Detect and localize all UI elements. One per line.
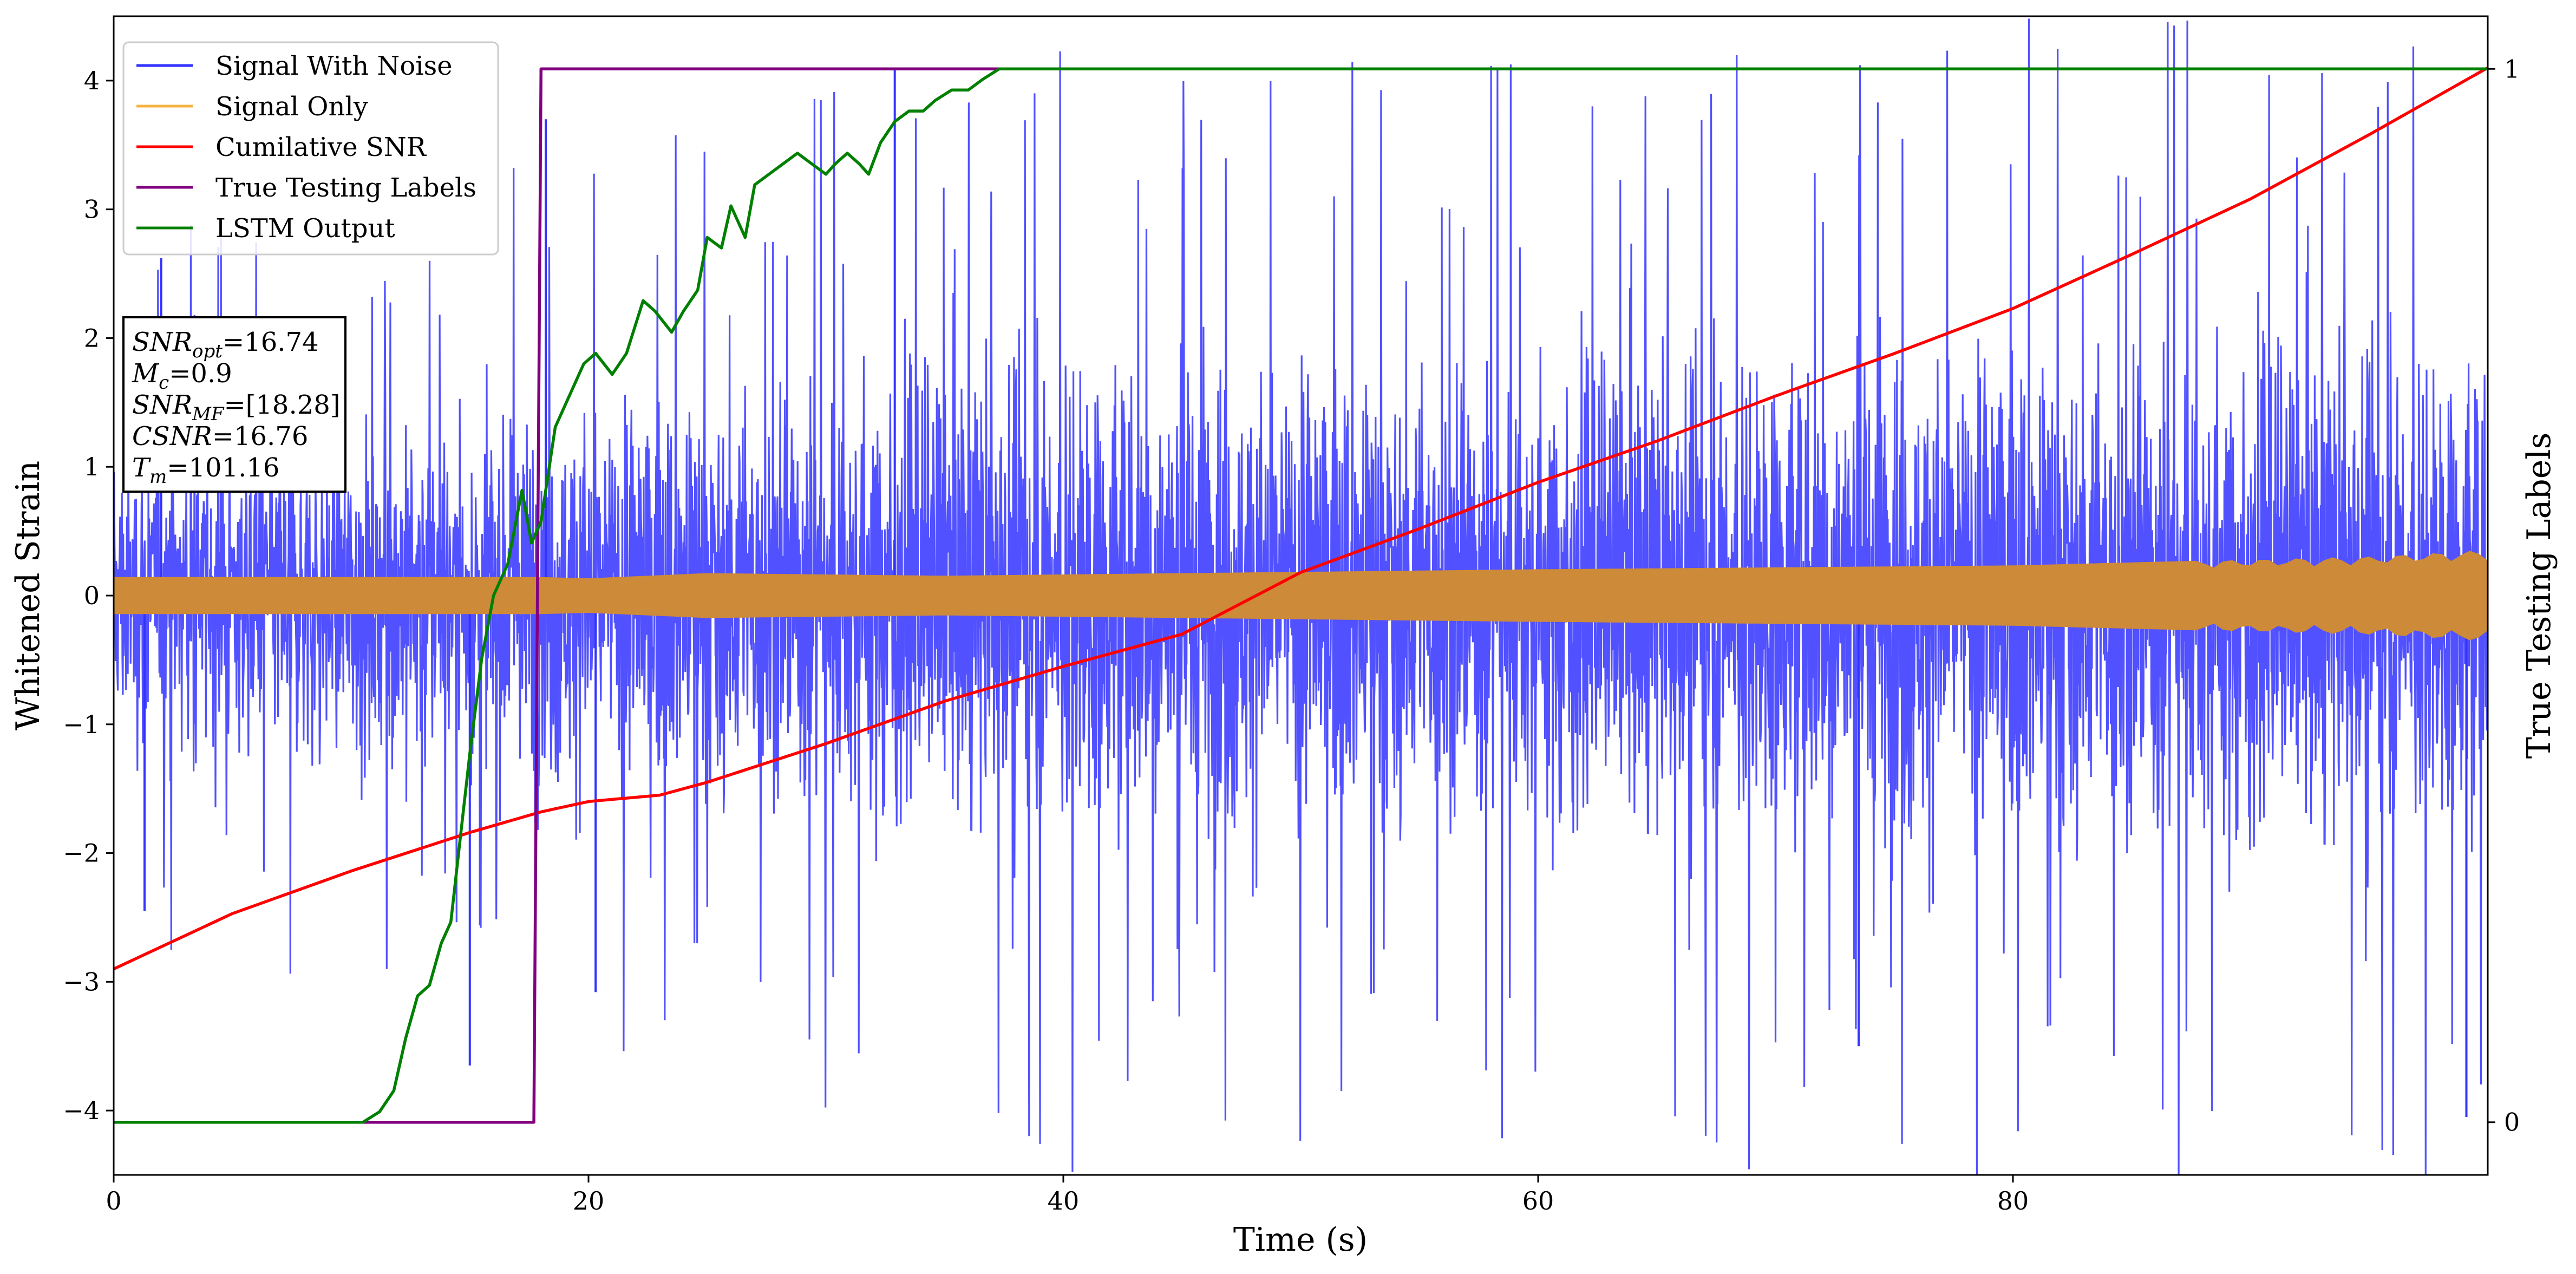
legend-box — [122, 41, 499, 256]
legend-label: LSTM Output — [215, 213, 395, 244]
series-cumulative-snr — [114, 66, 2488, 971]
x-tick-label: 80 — [1997, 1186, 2029, 1216]
y-tick-label: 3 — [84, 195, 100, 224]
y2-tick-label: 1 — [2504, 54, 2520, 83]
y-tick-label: 0 — [84, 581, 100, 610]
info-line-snr-mf: SNRMF=[18.28] — [132, 390, 341, 425]
y-tick-label: −2 — [63, 839, 100, 868]
info-box: SNRopt=16.74 Mc=0.9 SNRMF=[18.28] CSNR=1… — [122, 316, 346, 493]
legend: Signal With Noise Signal Only Cumilative… — [122, 41, 499, 256]
legend-label: Cumilative SNR — [215, 132, 427, 162]
x-tick-label: 20 — [573, 1186, 605, 1216]
x-tick-label: 0 — [106, 1186, 121, 1216]
y2-tick-label: 0 — [2504, 1108, 2520, 1137]
info-line-csnr: CSNR=16.76 — [132, 421, 308, 452]
series-lstm-output — [114, 67, 2488, 1124]
legend-label: Signal With Noise — [215, 51, 453, 81]
plot-series — [114, 18, 2488, 1175]
y-tick-label: −3 — [63, 967, 100, 996]
y-tick-label: 2 — [84, 323, 100, 352]
info-box-frame — [122, 316, 346, 493]
legend-label: Signal Only — [215, 92, 368, 122]
legend-label: True Testing Labels — [215, 173, 476, 203]
y2-axis-label: True Testing Labels — [2520, 433, 2558, 759]
info-line-snr-opt: SNRopt=16.74 — [132, 327, 319, 362]
series-signal-only — [114, 551, 2488, 641]
x-tick-label: 40 — [1048, 1186, 1080, 1216]
y-tick-label: −4 — [63, 1096, 100, 1125]
x-axis-label: Time (s) — [1233, 1221, 1368, 1259]
info-line-tm: Tm=101.16 — [132, 453, 279, 488]
y-axis-label: Whitened Strain — [9, 461, 47, 730]
info-line-mc: Mc=0.9 — [132, 358, 232, 394]
y-tick-label: −1 — [63, 710, 100, 739]
y-tick-label: 1 — [84, 452, 100, 481]
x-tick-label: 60 — [1522, 1186, 1554, 1216]
y-tick-label: 4 — [84, 66, 100, 95]
